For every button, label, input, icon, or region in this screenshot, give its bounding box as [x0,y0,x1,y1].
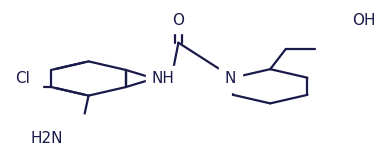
Text: O: O [172,13,184,28]
Text: H2N: H2N [31,131,63,146]
Text: NH: NH [151,71,174,86]
Text: N: N [225,71,236,86]
Text: Cl: Cl [15,71,30,86]
Text: OH: OH [352,13,376,28]
